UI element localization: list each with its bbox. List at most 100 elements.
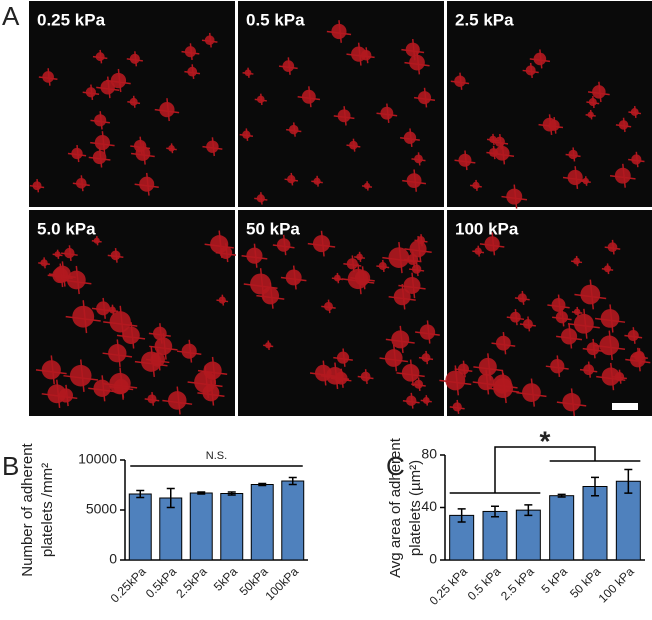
platelet-spread [216, 294, 229, 306]
platelet [64, 247, 75, 259]
platelet-spread [343, 255, 362, 273]
x-tick-label: 2.5 kPa [498, 564, 537, 603]
platelet [388, 247, 410, 268]
bar [482, 510, 508, 561]
platelet-spread [320, 362, 350, 390]
platelet-spread [585, 109, 596, 120]
platelet-spread [88, 147, 111, 168]
platelet [380, 106, 394, 120]
platelet-spread [571, 255, 583, 267]
platelet-spread [88, 375, 117, 402]
platelet-spread [571, 306, 583, 317]
platelet-spread [166, 143, 177, 154]
platelet-spread [420, 395, 432, 406]
y-tick-label: 5000 [86, 501, 117, 517]
bar [189, 492, 213, 561]
platelet-spread [52, 249, 63, 259]
platelet [627, 329, 639, 342]
panel-label: A [2, 1, 20, 31]
platelet [417, 91, 432, 105]
platelet-spread [82, 84, 100, 100]
platelet [66, 270, 86, 290]
platelet [92, 150, 107, 165]
platelet [583, 364, 595, 376]
platelet [110, 72, 127, 89]
platelet-spread [61, 265, 92, 295]
platelet [336, 351, 350, 364]
platelet-spread [402, 392, 420, 409]
platelet [76, 178, 87, 189]
platelet [484, 236, 500, 252]
bar [582, 486, 608, 561]
platelet-spread [609, 163, 636, 188]
platelet-spread [242, 67, 254, 78]
platelet [346, 258, 358, 270]
x-tick-label: 0.5 kPa [465, 564, 504, 603]
platelet-spread [184, 64, 201, 80]
platelet-spread [404, 50, 430, 75]
platelet-spread [454, 360, 473, 378]
platelet [194, 371, 216, 393]
panel-label: C [386, 451, 405, 481]
platelet [246, 247, 263, 264]
platelet-spread [586, 95, 600, 109]
platelet-spread [376, 103, 398, 123]
platelet-spread [604, 239, 621, 255]
platelet [52, 267, 69, 284]
y-tick-label: 80 [421, 446, 437, 462]
platelet-spread [396, 359, 425, 387]
platelet [100, 80, 115, 95]
platelet-spread [286, 122, 302, 137]
platelet [113, 378, 129, 395]
platelet-spread [487, 373, 520, 404]
platelet [406, 173, 422, 189]
platelet [285, 269, 302, 286]
platelet-spread [601, 263, 614, 275]
platelet-spread [91, 236, 102, 246]
platelet [72, 305, 95, 328]
platelet [391, 330, 410, 349]
platelet [122, 326, 140, 345]
y-axis-label: platelets (µm²) [407, 460, 424, 556]
platelet-spread [297, 86, 321, 108]
platelet [510, 311, 521, 323]
platelet [409, 240, 427, 258]
platelet-spread [154, 98, 180, 122]
platelet-spread [346, 138, 361, 152]
platelet [405, 42, 420, 57]
platelet [109, 311, 131, 333]
error-bar [557, 493, 566, 498]
annotation: * [540, 425, 551, 456]
platelet-spread [470, 179, 482, 191]
platelet-spread [239, 128, 254, 141]
platelet-spread [215, 243, 237, 263]
platelet-spread [103, 305, 138, 338]
platelet-spread [552, 308, 572, 327]
platelet-spread [579, 361, 598, 378]
platelet [71, 147, 83, 160]
annotation: N.S. [206, 450, 227, 462]
error-bar [457, 508, 466, 523]
platelet-spread [254, 93, 267, 106]
platelet-spread [72, 175, 90, 192]
platelet [184, 46, 196, 58]
platelet [159, 101, 175, 118]
image-label: 5.0 kPa [37, 219, 96, 238]
platelet-spread [92, 49, 108, 64]
platelet-spread [411, 377, 426, 392]
scale-bar [612, 403, 638, 410]
y-axis-label: Avg area of adherent [387, 437, 404, 578]
platelet-spread [35, 355, 67, 385]
platelet [135, 146, 151, 161]
image-label: 50 kPa [246, 219, 300, 238]
platelet-spread [130, 142, 155, 165]
platelet [419, 324, 436, 340]
y-tick-label: 0 [429, 551, 437, 567]
platelet-spread [565, 147, 581, 162]
platelet [522, 383, 541, 402]
platelet [506, 188, 523, 205]
platelet-spread [594, 304, 626, 333]
bar [281, 480, 305, 561]
platelet-spread [63, 359, 99, 392]
platelet [282, 60, 295, 72]
